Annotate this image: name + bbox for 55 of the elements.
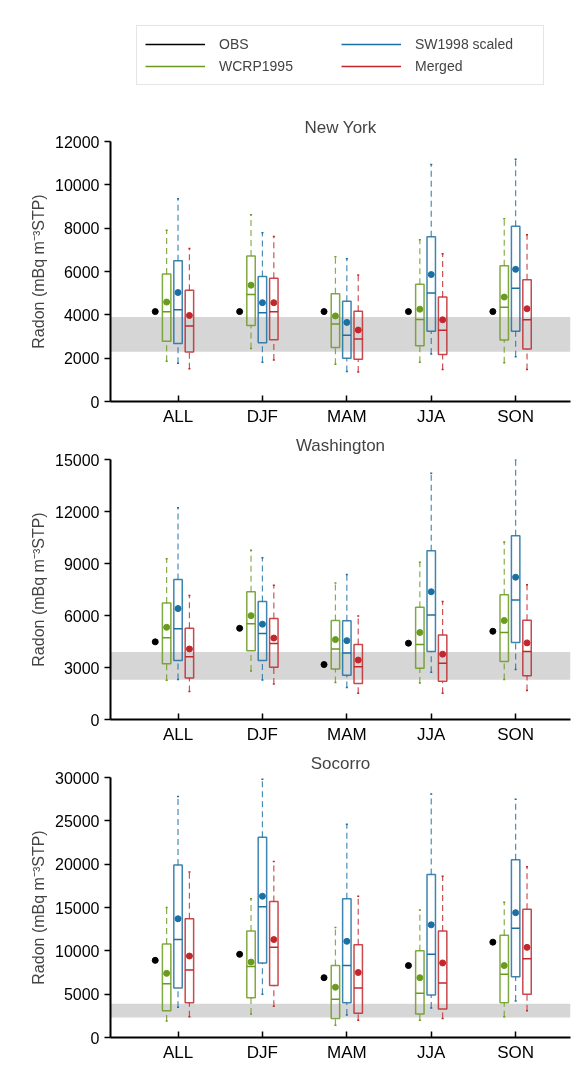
y-tick-label: 3000 (63, 659, 100, 677)
point (489, 627, 497, 635)
point (404, 639, 412, 647)
chart-title: Washington (295, 435, 386, 455)
y-tick-label: 12000 (55, 133, 100, 151)
x-tick-label: SON (497, 406, 535, 426)
legend-label: WCRP1995 (219, 58, 294, 74)
y-axis-title: Radon (mBq m⁻³STP) (30, 830, 48, 985)
y-tick-label: 6000 (63, 263, 100, 281)
y-tick-label: 6000 (63, 607, 100, 625)
y-tick-label: 8000 (63, 220, 100, 238)
y-axis-title: Radon (mBq m⁻³STP) (30, 194, 48, 349)
point (320, 974, 328, 982)
point (489, 938, 497, 946)
chart-title: New York (304, 117, 377, 137)
x-tick-label: ALL (162, 406, 194, 426)
x-tick-label: MAM (327, 1042, 367, 1062)
x-tick-label: SON (497, 724, 535, 744)
x-tick-label: ALL (162, 1042, 194, 1062)
x-tick-label: SON (497, 1042, 535, 1062)
x-tick-label: ALL (162, 724, 194, 744)
x-tick-label: DJF (246, 724, 279, 744)
y-axis-title: Radon (mBq m⁻³STP) (30, 512, 48, 667)
point (151, 638, 159, 646)
y-tick-label: 0 (90, 1029, 100, 1047)
x-tick-label: MAM (327, 724, 367, 744)
point (236, 624, 244, 632)
legend-label: SW1998 scaled (415, 36, 515, 52)
y-tick-label: 9000 (63, 555, 100, 573)
chart-title: Socorro (310, 753, 371, 773)
x-tick-label: JJA (417, 1042, 447, 1062)
y-tick-label: 0 (90, 711, 100, 729)
point (236, 950, 244, 958)
legend-label: OBS (219, 36, 250, 52)
legend-label: Merged (415, 58, 464, 74)
x-tick-label: JJA (417, 724, 447, 744)
y-tick-label: 10000 (55, 176, 100, 194)
y-tick-label: 30000 (55, 769, 100, 787)
y-tick-label: 5000 (63, 986, 100, 1004)
point (151, 956, 159, 964)
y-tick-label: 25000 (55, 812, 100, 830)
point (404, 962, 412, 970)
y-tick-label: 15000 (55, 451, 100, 469)
y-tick-label: 15000 (55, 899, 100, 917)
x-tick-label: JJA (417, 406, 447, 426)
y-tick-label: 10000 (55, 942, 100, 960)
y-tick-label: 20000 (55, 856, 100, 874)
y-tick-label: 0 (90, 393, 100, 411)
y-tick-label: 12000 (55, 503, 100, 521)
point (320, 661, 328, 669)
x-tick-label: DJF (246, 1042, 279, 1062)
x-tick-label: MAM (327, 406, 367, 426)
y-tick-label: 2000 (63, 350, 100, 368)
x-tick-label: DJF (246, 406, 279, 426)
y-tick-label: 4000 (63, 306, 100, 324)
